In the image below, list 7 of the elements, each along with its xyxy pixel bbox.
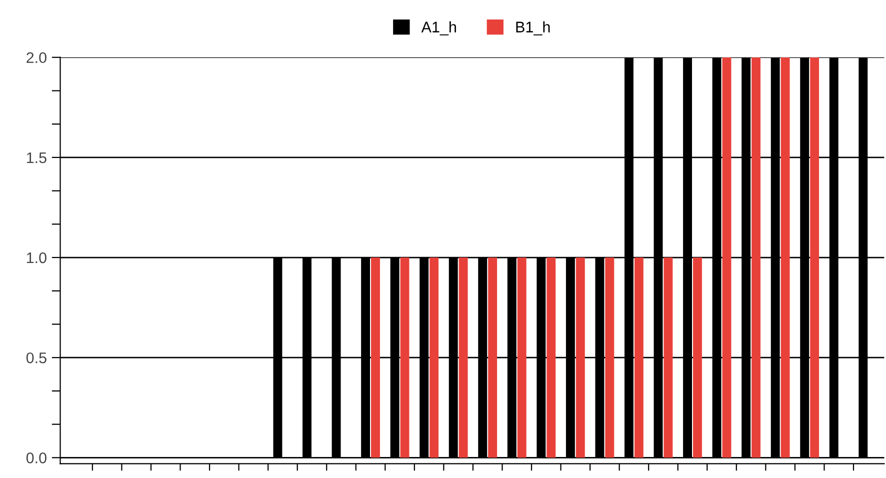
y-tick-label: 1.0 xyxy=(26,252,46,264)
y-tick-label: 2.0 xyxy=(26,52,46,64)
y-tick-label: 1.5 xyxy=(26,152,46,164)
y-tick-label: 0.0 xyxy=(26,452,46,464)
y-tick-label: 0.5 xyxy=(26,352,46,364)
legend-label: B1_h xyxy=(516,21,550,36)
legend-label: A1_h xyxy=(421,21,456,36)
